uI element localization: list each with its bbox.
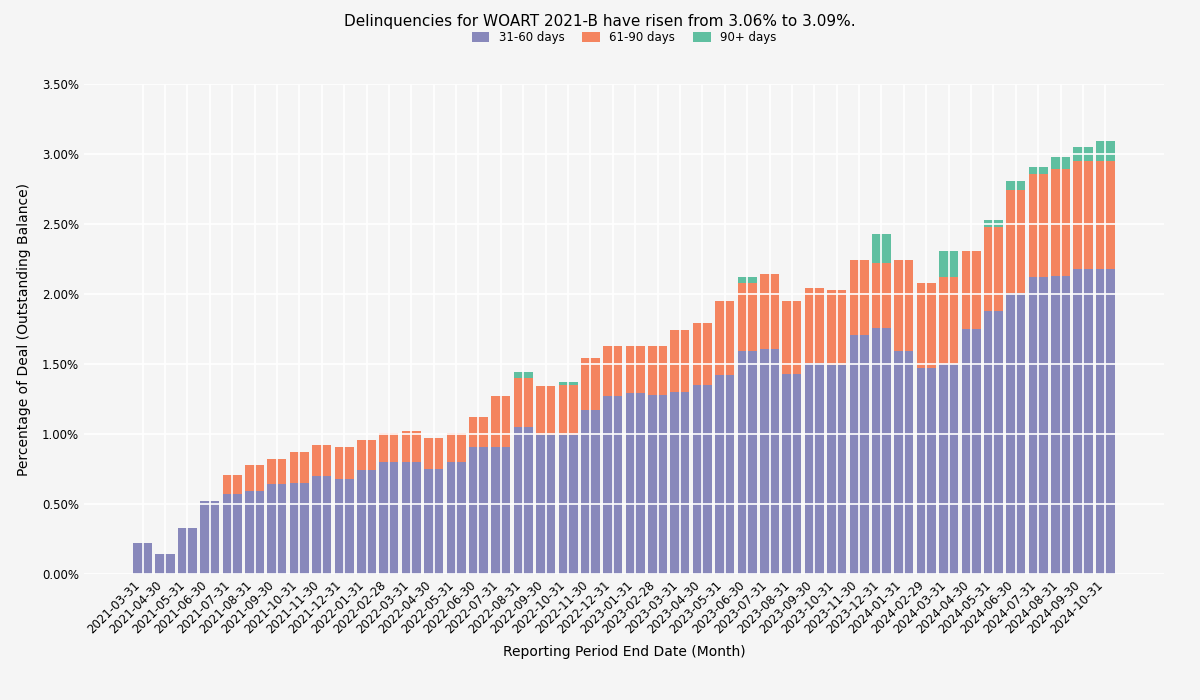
Bar xyxy=(850,260,869,335)
Bar xyxy=(782,301,802,374)
Bar xyxy=(379,462,398,574)
Bar xyxy=(1096,141,1115,161)
Bar xyxy=(984,311,1003,574)
Bar xyxy=(984,220,1003,227)
Bar xyxy=(245,491,264,574)
Bar xyxy=(782,374,802,574)
Bar xyxy=(872,328,892,574)
Bar xyxy=(581,358,600,410)
Bar xyxy=(715,301,734,375)
Bar xyxy=(558,435,577,574)
Bar xyxy=(1007,190,1025,293)
Bar xyxy=(402,462,421,574)
Bar xyxy=(1096,269,1115,574)
Bar xyxy=(760,349,779,574)
Bar xyxy=(1028,174,1048,277)
Bar xyxy=(738,277,757,283)
Bar xyxy=(356,440,376,470)
Bar xyxy=(536,435,556,574)
Bar xyxy=(984,227,1003,311)
Bar xyxy=(379,433,398,462)
Bar xyxy=(335,479,354,574)
Bar xyxy=(290,483,308,574)
Y-axis label: Percentage of Deal (Outstanding Balance): Percentage of Deal (Outstanding Balance) xyxy=(17,183,31,475)
Bar xyxy=(872,234,892,263)
Bar xyxy=(648,395,667,574)
Bar xyxy=(469,417,488,447)
Bar xyxy=(940,277,958,364)
Bar xyxy=(424,469,443,574)
Bar xyxy=(738,283,757,351)
Bar xyxy=(514,427,533,574)
Bar xyxy=(402,431,421,462)
Bar xyxy=(1028,277,1048,574)
Bar xyxy=(1028,167,1048,174)
Bar xyxy=(671,330,690,392)
Bar xyxy=(356,470,376,574)
Bar xyxy=(648,346,667,395)
Bar xyxy=(760,274,779,349)
Bar xyxy=(156,554,174,574)
Bar xyxy=(625,346,644,393)
Bar xyxy=(424,438,443,469)
Legend: 31-60 days, 61-90 days, 90+ days: 31-60 days, 61-90 days, 90+ days xyxy=(467,26,781,48)
Bar xyxy=(917,283,936,368)
Bar xyxy=(491,447,510,574)
Bar xyxy=(940,364,958,574)
Bar xyxy=(446,433,466,462)
Bar xyxy=(715,375,734,574)
Bar xyxy=(581,410,600,574)
Bar xyxy=(312,445,331,476)
Bar xyxy=(1074,161,1092,269)
Bar xyxy=(1007,181,1025,190)
Bar xyxy=(692,323,712,385)
Bar xyxy=(268,484,287,574)
Bar xyxy=(312,476,331,574)
Bar xyxy=(200,501,220,574)
Bar xyxy=(1051,157,1070,169)
Bar xyxy=(805,288,824,363)
Bar xyxy=(805,363,824,574)
Bar xyxy=(671,392,690,574)
Bar xyxy=(446,462,466,574)
Bar xyxy=(604,396,623,574)
Bar xyxy=(1074,269,1092,574)
Bar xyxy=(738,351,757,574)
Bar xyxy=(604,346,623,396)
Bar xyxy=(625,393,644,574)
Bar xyxy=(558,382,577,385)
Bar xyxy=(827,365,846,574)
Bar xyxy=(1051,276,1070,574)
Bar xyxy=(692,385,712,574)
Bar xyxy=(178,528,197,574)
Bar xyxy=(469,447,488,574)
Bar xyxy=(872,263,892,328)
Bar xyxy=(894,260,913,351)
Bar xyxy=(1051,169,1070,276)
Bar xyxy=(558,385,577,435)
Bar xyxy=(223,475,241,494)
Bar xyxy=(514,378,533,427)
Bar xyxy=(245,465,264,491)
Bar xyxy=(536,386,556,435)
Bar xyxy=(917,368,936,574)
Bar xyxy=(223,494,241,574)
Bar xyxy=(290,452,308,483)
Text: Delinquencies for WOART 2021-B have risen from 3.06% to 3.09%.: Delinquencies for WOART 2021-B have rise… xyxy=(344,14,856,29)
Bar xyxy=(491,396,510,447)
Bar xyxy=(827,290,846,365)
Bar xyxy=(850,335,869,574)
Bar xyxy=(961,251,980,329)
Bar xyxy=(961,329,980,574)
Bar xyxy=(514,372,533,378)
Bar xyxy=(133,543,152,574)
X-axis label: Reporting Period End Date (Month): Reporting Period End Date (Month) xyxy=(503,645,745,659)
Bar xyxy=(894,351,913,574)
Bar xyxy=(1096,161,1115,269)
Bar xyxy=(1007,293,1025,574)
Bar xyxy=(1074,147,1092,161)
Bar xyxy=(268,459,287,484)
Bar xyxy=(335,447,354,479)
Bar xyxy=(940,251,958,277)
